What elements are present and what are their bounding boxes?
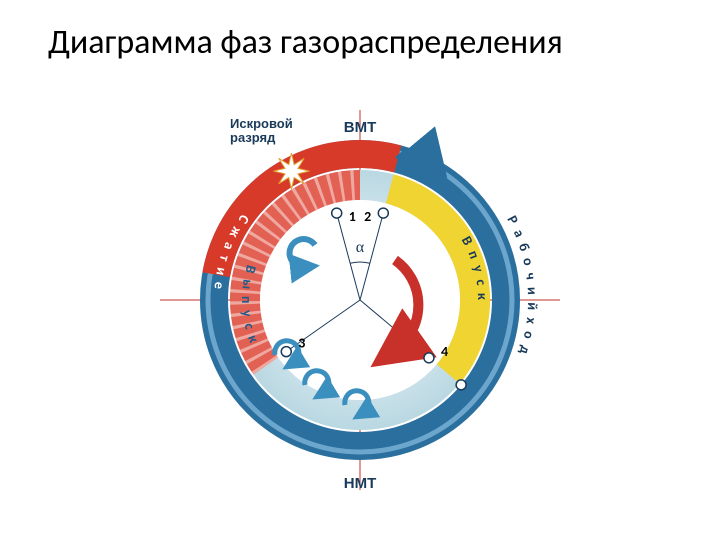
label-spark: Искровой разряд [230, 116, 296, 145]
svg-text:3: 3 [298, 335, 305, 352]
label-bdc: НМТ [344, 475, 377, 492]
svg-text:2: 2 [364, 208, 371, 225]
page-title: Диаграмма фаз газораспределения [0, 22, 720, 63]
svg-text:1: 1 [349, 208, 356, 225]
spark-star [273, 153, 309, 189]
valve-timing-diagram: α 1234 Р а б о ч и й х о д В п у с к С ж… [160, 100, 560, 500]
alpha-label: α [356, 239, 365, 256]
label-tdc: ВМТ [344, 119, 377, 136]
diagram-stage: α 1234 Р а б о ч и й х о д В п у с к С ж… [160, 100, 560, 500]
svg-text:4: 4 [441, 343, 448, 360]
